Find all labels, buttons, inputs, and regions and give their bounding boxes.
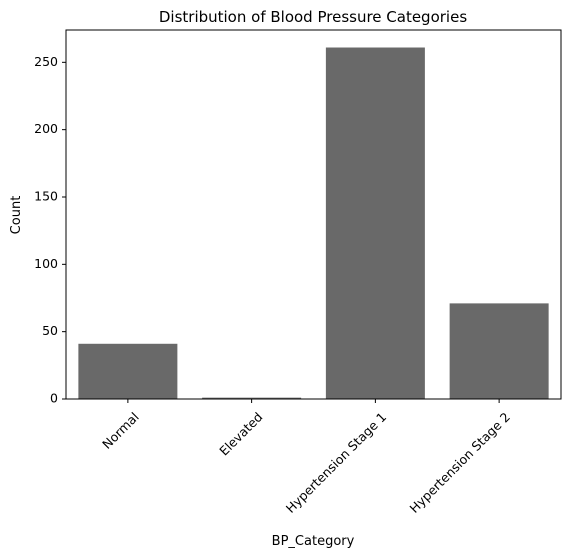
y-ticks-layer: 0 50 100 150 200 250 xyxy=(34,54,66,406)
y-tick-label: 100 xyxy=(34,256,58,271)
y-tick-label: 50 xyxy=(42,323,58,338)
bar-hypertension-stage-2 xyxy=(449,303,549,399)
chart-title: Distribution of Blood Pressure Categorie… xyxy=(159,8,467,26)
y-axis-label: Count xyxy=(9,196,24,235)
y-tick-label: 200 xyxy=(34,121,58,136)
bar-elevated xyxy=(202,397,302,399)
x-axis-label: BP_Category xyxy=(272,534,355,549)
plot-frame xyxy=(65,29,562,400)
bar-hypertension-stage-1 xyxy=(325,47,425,399)
bar-normal xyxy=(78,343,178,399)
y-tick-label: 250 xyxy=(34,54,58,69)
bars-layer xyxy=(78,47,549,399)
y-tick-label: 150 xyxy=(34,188,58,203)
y-tick-label: 0 xyxy=(50,391,58,406)
